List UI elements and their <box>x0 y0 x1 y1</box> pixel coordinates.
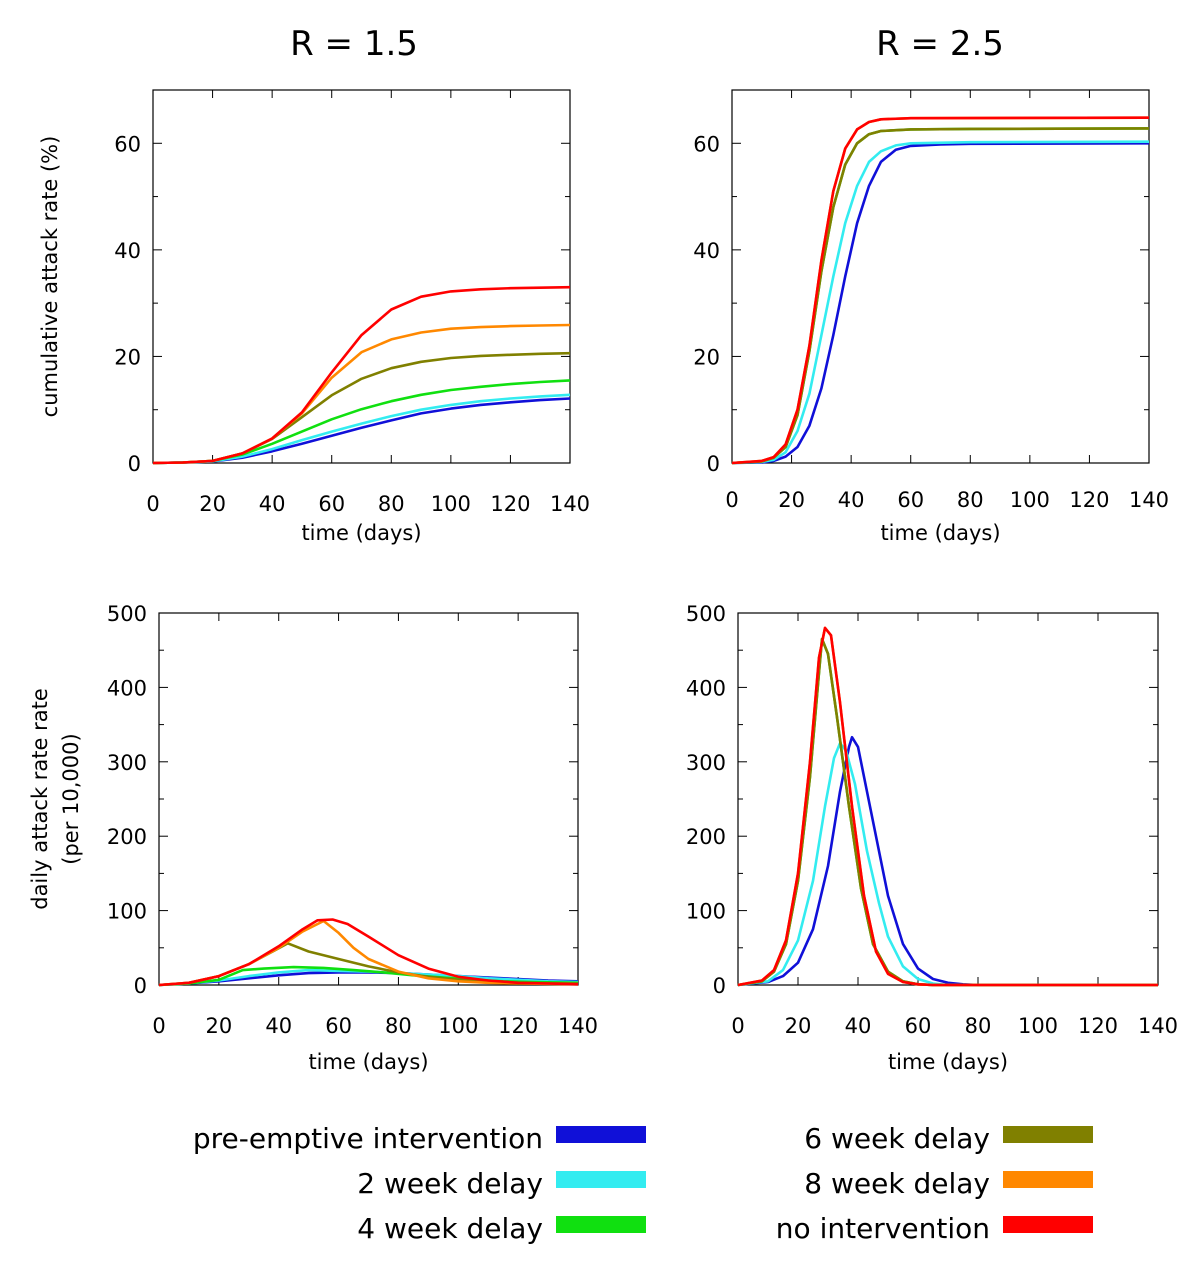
chart-cumulative-r25: 0 20 40 60 80 100 120 140 0 20 40 60 time (days) <box>693 89 1169 545</box>
y-tick-label: 200 <box>107 825 147 849</box>
x-tick-label: 80 <box>385 1014 412 1038</box>
x-axis-label: time (days) <box>301 521 421 545</box>
y-tick-label: 20 <box>114 345 141 369</box>
y-tick-label: 100 <box>686 900 726 924</box>
x-tick-label: 120 <box>1069 488 1109 512</box>
y-tick-label: 400 <box>686 676 726 700</box>
x-tick-label: 40 <box>838 488 865 512</box>
y-tick-label: 0 <box>707 452 720 476</box>
series-line-pre-emptive-intervention <box>737 735 1158 987</box>
x-tick-label: 0 <box>725 488 738 512</box>
x-tick-label: 100 <box>1010 488 1050 512</box>
series-line-no-intervention <box>152 285 571 465</box>
plot-frame <box>152 89 571 464</box>
chart-cumulative-r15: 0 20 40 60 80 100 120 140 0 20 40 60 time (days) cumu… <box>38 89 590 545</box>
column-title-right: R = 2.5 <box>876 24 1004 64</box>
x-axis-label: time (days) <box>880 521 1000 545</box>
x-tick-label: 80 <box>378 492 405 516</box>
x-tick-label: 120 <box>498 1014 538 1038</box>
x-tick-label: 60 <box>325 1014 352 1038</box>
y-axis-label: daily attack rate rate <box>28 688 52 910</box>
x-tick-label: 40 <box>259 492 286 516</box>
x-tick-label: 0 <box>146 492 159 516</box>
legend-label-pre-emptive: pre-emptive intervention <box>193 1122 543 1155</box>
legend-label-4-week: 4 week delay <box>357 1212 543 1245</box>
series-line-no-intervention <box>731 116 1150 465</box>
x-tick-label: 140 <box>550 492 590 516</box>
y-axis-label-units: (per 10,000) <box>59 733 83 864</box>
legend-label-2-week: 2 week delay <box>357 1167 543 1200</box>
y-tick-label: 60 <box>114 132 141 156</box>
series-line-8-week-delay <box>152 323 571 465</box>
legend-label-no-intervention: no intervention <box>776 1212 990 1245</box>
x-tick-label: 20 <box>778 488 805 512</box>
x-tick-label: 20 <box>205 1014 232 1038</box>
y-tick-label: 500 <box>686 602 726 626</box>
legend-swatch-6-week <box>1003 1126 1093 1143</box>
series-line-no-intervention <box>158 918 579 987</box>
series-line-6-week-delay <box>731 127 1150 465</box>
legend: pre-emptive intervention 2 week delay 4 … <box>193 1122 1093 1245</box>
plot-frame <box>158 612 579 986</box>
legend-swatch-8-week <box>1003 1171 1093 1188</box>
y-tick-label: 200 <box>686 825 726 849</box>
y-tick-label: 100 <box>107 900 147 924</box>
x-tick-label: 100 <box>431 492 471 516</box>
x-tick-label: 100 <box>438 1014 478 1038</box>
x-axis-label: time (days) <box>308 1050 428 1074</box>
x-tick-label: 80 <box>957 488 984 512</box>
y-tick-label: 300 <box>107 751 147 775</box>
x-axis-label: time (days) <box>888 1050 1008 1074</box>
y-tick-label: 0 <box>713 974 726 998</box>
legend-swatch-2-week <box>556 1171 646 1188</box>
x-tick-label: 40 <box>845 1014 872 1038</box>
chart-daily-r25: 0 20 40 60 80 100 120 140 0 100 200 300 400 500 time (… <box>686 602 1178 1074</box>
y-tick-label: 60 <box>693 132 720 156</box>
y-tick-label: 0 <box>134 974 147 998</box>
series-line-pre-emptive-intervention <box>731 142 1150 465</box>
legend-swatch-4-week <box>556 1216 646 1233</box>
x-tick-label: 140 <box>1129 488 1169 512</box>
x-tick-label: 100 <box>1018 1014 1058 1038</box>
plot-frame <box>731 89 1150 464</box>
x-tick-label: 140 <box>1138 1014 1178 1038</box>
legend-label-6-week: 6 week delay <box>804 1122 990 1155</box>
series-line-2-week-delay <box>731 140 1150 465</box>
legend-swatch-pre-emptive <box>556 1126 646 1143</box>
series-line-2-week-delay <box>737 741 1158 987</box>
series-line-4-week-delay <box>152 379 571 465</box>
y-tick-label: 500 <box>107 602 147 626</box>
legend-swatch-no-intervention <box>1003 1216 1093 1233</box>
x-tick-label: 140 <box>558 1014 598 1038</box>
legend-label-8-week: 8 week delay <box>804 1167 990 1200</box>
series-line-no-intervention <box>737 626 1158 987</box>
series-line-8-week-delay <box>731 116 1150 465</box>
x-tick-label: 80 <box>965 1014 992 1038</box>
x-tick-label: 20 <box>785 1014 812 1038</box>
x-tick-label: 40 <box>265 1014 292 1038</box>
x-tick-label: 120 <box>1078 1014 1118 1038</box>
y-tick-label: 40 <box>693 239 720 263</box>
x-tick-label: 120 <box>490 492 530 516</box>
x-tick-label: 20 <box>199 492 226 516</box>
y-tick-label: 20 <box>693 345 720 369</box>
x-tick-label: 60 <box>905 1014 932 1038</box>
chart-daily-r15: 0 20 40 60 80 100 120 140 0 100 200 300 400 500 time (… <box>28 602 598 1074</box>
x-tick-label: 0 <box>731 1014 744 1038</box>
column-title-left: R = 1.5 <box>290 24 418 64</box>
y-tick-label: 300 <box>686 751 726 775</box>
y-axis-label: cumulative attack rate (%) <box>38 136 62 418</box>
y-tick-label: 0 <box>128 452 141 476</box>
series-line-4-week-delay <box>731 127 1150 465</box>
x-tick-label: 60 <box>897 488 924 512</box>
x-tick-label: 0 <box>152 1014 165 1038</box>
x-tick-label: 60 <box>318 492 345 516</box>
y-tick-label: 40 <box>114 239 141 263</box>
y-tick-label: 400 <box>107 676 147 700</box>
